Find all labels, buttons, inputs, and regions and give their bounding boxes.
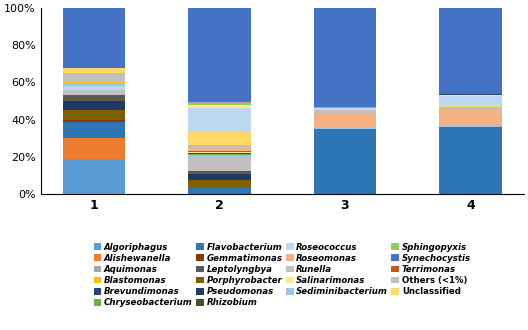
Bar	[63, 110, 125, 120]
Bar	[188, 145, 251, 148]
Bar	[63, 101, 125, 110]
Bar	[439, 125, 502, 127]
Bar	[63, 138, 125, 159]
Bar	[188, 180, 251, 188]
Bar	[63, 90, 125, 95]
Bar	[188, 153, 251, 154]
Bar	[188, 158, 251, 171]
Bar	[314, 110, 376, 113]
Bar	[439, 110, 502, 125]
Bar	[188, 102, 251, 103]
Bar	[63, 82, 125, 84]
Bar	[188, 105, 251, 108]
Bar	[314, 8, 376, 107]
Bar	[63, 121, 125, 138]
Bar	[63, 95, 125, 101]
Bar	[188, 103, 251, 105]
Bar	[63, 8, 125, 68]
Bar	[188, 148, 251, 151]
Bar	[314, 113, 376, 128]
Bar	[439, 127, 502, 194]
Bar	[188, 108, 251, 132]
Bar	[188, 156, 251, 158]
Bar	[63, 73, 125, 82]
Bar	[439, 96, 502, 105]
Bar	[63, 68, 125, 73]
Bar	[439, 95, 502, 96]
Bar	[314, 107, 376, 108]
Bar	[188, 171, 251, 175]
Bar	[439, 107, 502, 110]
Bar	[439, 94, 502, 95]
Bar	[63, 120, 125, 121]
Bar	[188, 175, 251, 180]
Bar	[188, 151, 251, 152]
Bar	[188, 154, 251, 155]
Bar	[314, 108, 376, 109]
Bar	[439, 8, 502, 94]
Bar	[188, 7, 251, 102]
Bar	[188, 132, 251, 145]
Bar	[314, 128, 376, 129]
Bar	[314, 129, 376, 194]
Bar	[188, 155, 251, 156]
Legend: Algoriphagus, Alishewanella, Aquimonas, Blastomonas, Brevundimonas, Chryseobacte: Algoriphagus, Alishewanella, Aquimonas, …	[90, 239, 474, 311]
Bar	[63, 84, 125, 86]
Bar	[63, 159, 125, 194]
Bar	[188, 152, 251, 153]
Bar	[314, 109, 376, 110]
Bar	[188, 188, 251, 194]
Bar	[63, 86, 125, 90]
Bar	[439, 105, 502, 107]
